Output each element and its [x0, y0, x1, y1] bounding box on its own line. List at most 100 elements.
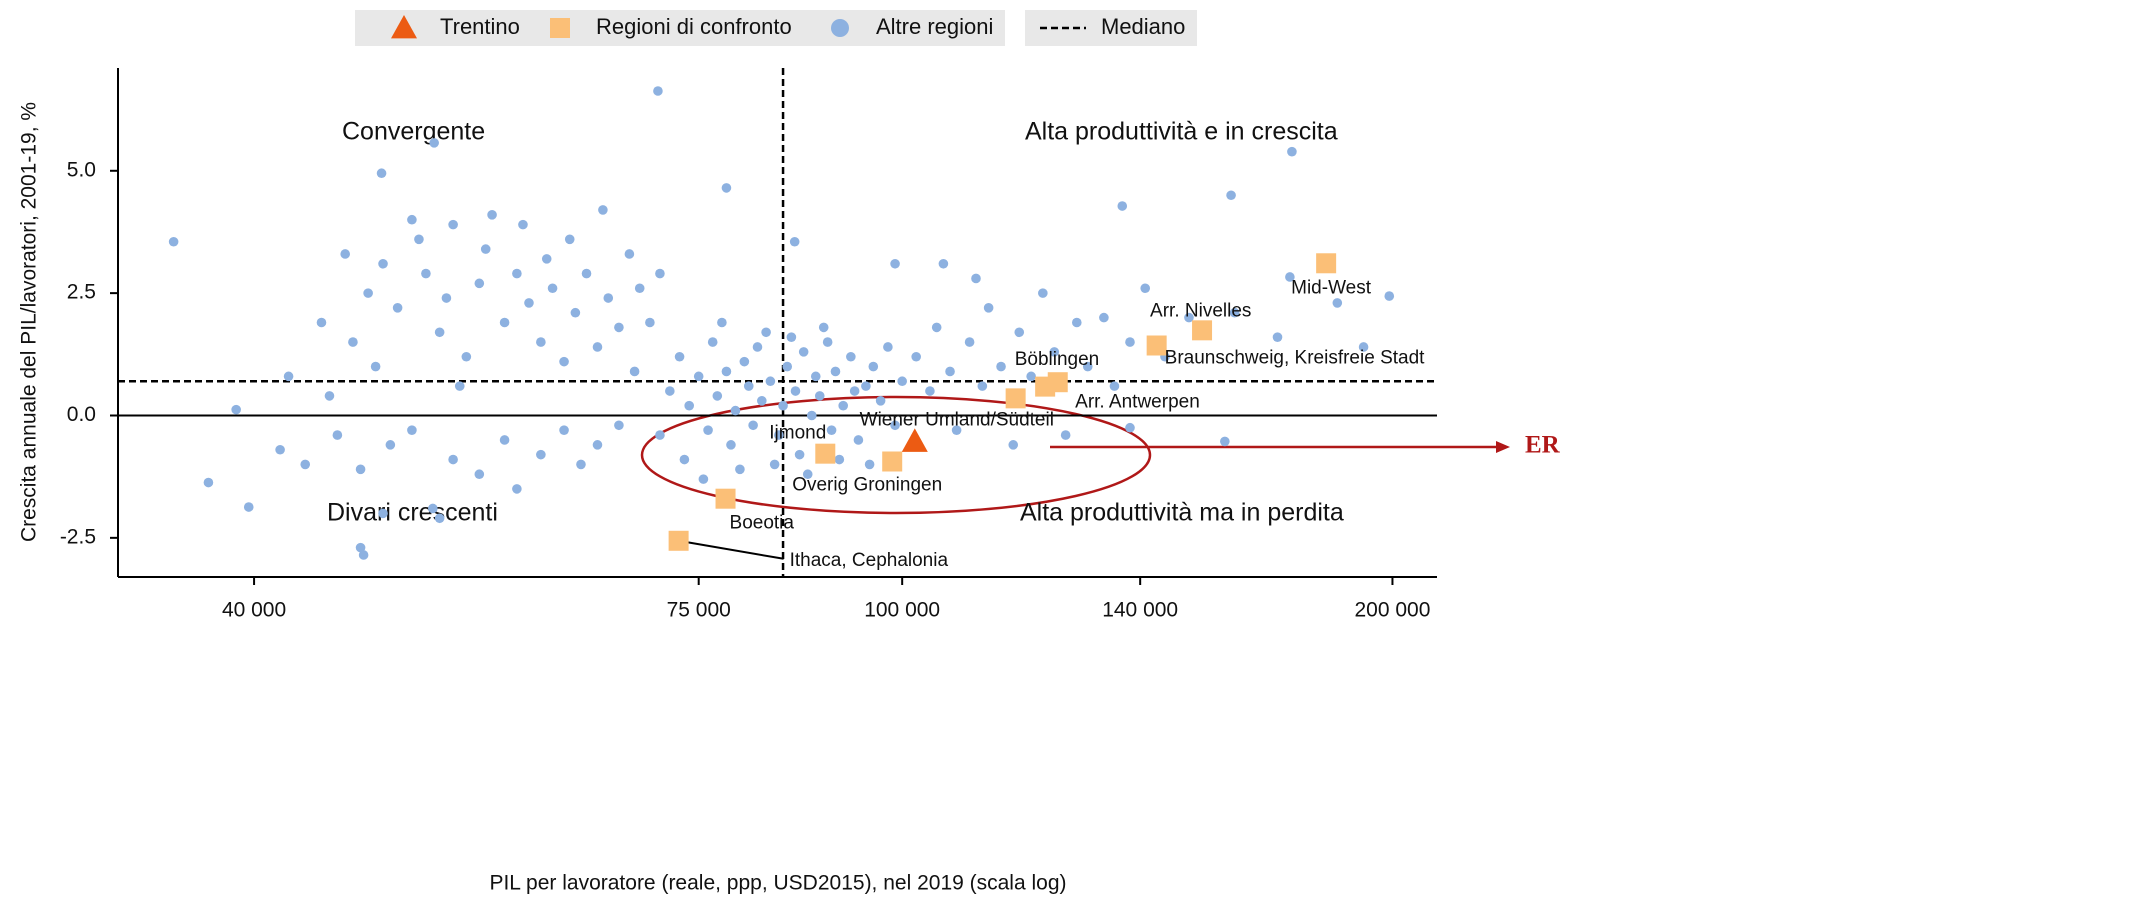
point: [316, 317, 327, 328]
point: [925, 386, 935, 396]
point: [1008, 440, 1019, 450]
y-tick-label: 0.0: [67, 403, 96, 426]
point: [868, 361, 879, 372]
point: [945, 366, 955, 377]
point-label: Ijmond: [769, 423, 826, 444]
legend-label: Trentino: [440, 14, 520, 39]
point: [1140, 283, 1151, 294]
point: [786, 332, 797, 342]
point: [890, 258, 900, 269]
point: [564, 234, 575, 245]
point: [814, 391, 825, 401]
point-label: Arr. Nivelles: [1150, 300, 1251, 321]
y-tick-label: 5.0: [67, 158, 96, 181]
point: [358, 550, 369, 560]
point: [376, 168, 387, 179]
point: [765, 376, 776, 387]
point: [434, 327, 445, 338]
point: [721, 183, 732, 193]
point: [598, 205, 608, 215]
point: [1014, 327, 1025, 338]
point: [964, 337, 975, 347]
point: [875, 396, 886, 406]
point: [743, 381, 754, 391]
point: [679, 454, 690, 465]
x-tick-label: 100 000: [864, 599, 940, 622]
point: [1229, 307, 1240, 318]
point: [798, 347, 809, 357]
point: [547, 283, 558, 294]
point: [698, 474, 709, 484]
point: [938, 258, 949, 269]
point: [774, 430, 784, 440]
point: [378, 508, 388, 519]
point: [778, 400, 788, 411]
point: [883, 342, 893, 352]
point-label: Böblingen: [1015, 349, 1100, 370]
point-label: Arr. Antwerpen: [1075, 392, 1200, 413]
x-axis-title: PIL per lavoratore (reale, ppp, USD2015)…: [489, 872, 1066, 895]
point: [757, 396, 767, 406]
quadrant-label: Divari crescenti: [327, 499, 498, 527]
point: [1038, 288, 1048, 298]
point: [726, 440, 736, 450]
point: [752, 342, 763, 352]
point: [474, 469, 485, 480]
point: [849, 386, 860, 396]
point: [1358, 342, 1369, 352]
point-label: Braunschweig, Kreisfreie Stadt: [1165, 348, 1426, 369]
point: [581, 268, 592, 279]
point: [1049, 347, 1060, 357]
point: [834, 454, 845, 465]
point: [721, 366, 732, 377]
point: [340, 249, 350, 259]
point: [448, 454, 458, 465]
point: [231, 404, 241, 415]
point: [861, 381, 871, 391]
point: [541, 254, 552, 264]
point: [826, 425, 837, 435]
point: [355, 542, 366, 553]
point: [1287, 146, 1297, 157]
point: [570, 307, 581, 318]
point: [407, 214, 417, 225]
leader-line: [678, 539, 784, 560]
point: [592, 440, 603, 450]
point: [818, 322, 829, 333]
point: [707, 337, 718, 347]
point: [378, 258, 388, 269]
point: [385, 440, 396, 450]
quadrant-label: Convergente: [342, 118, 485, 146]
point: [429, 138, 439, 148]
point: [1184, 312, 1194, 323]
point: [996, 361, 1006, 372]
point: [518, 219, 528, 230]
point: [1026, 371, 1036, 382]
point: [1099, 312, 1109, 323]
point: [653, 86, 663, 96]
point: [441, 293, 452, 303]
point: [614, 420, 624, 431]
point: [853, 435, 864, 445]
point: [363, 288, 373, 298]
legend-label: Altre regioni: [876, 14, 993, 39]
point: [1384, 291, 1395, 301]
point: [461, 351, 472, 362]
point: [355, 464, 366, 475]
point: [1109, 381, 1120, 391]
y-tick-label: -2.5: [60, 525, 96, 548]
point: [846, 351, 856, 362]
point: [815, 443, 836, 464]
point: [624, 249, 635, 259]
point: [275, 444, 285, 455]
point: [730, 405, 741, 416]
point: [434, 513, 445, 524]
point: [536, 449, 546, 460]
point: [971, 273, 981, 284]
point: [1117, 201, 1128, 211]
point: [1272, 332, 1283, 342]
point: [684, 400, 695, 411]
point: [668, 530, 689, 551]
legend-label: Mediano: [1101, 14, 1185, 39]
